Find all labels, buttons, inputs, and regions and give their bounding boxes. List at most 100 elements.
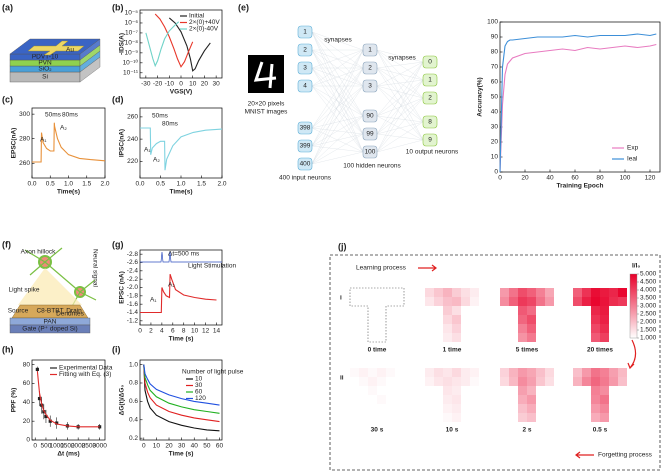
connection [376,61,424,69]
heat-cell [368,315,377,324]
heat-cell [470,297,479,306]
y-tick-label: 80 [23,361,31,368]
legend-label: 10 [195,376,203,383]
x-tick-label: 2000 [71,443,86,450]
diagram-label: Gate (P⁺ doped Si) [22,326,77,333]
connection [376,139,424,153]
diagram-label: Axon hillock [21,249,56,256]
template-outline [349,287,405,343]
heat-cell [591,297,600,306]
x-tick-label: 0.5 [156,181,165,188]
y-tick-label: -1.8 [127,293,139,300]
connection [311,133,364,165]
electrode [27,40,85,56]
heat-cell [452,324,461,333]
node-label: 1 [303,29,307,36]
connection [376,121,424,153]
heat-cell [600,413,609,422]
y-axis-label: EPSC(nA) [11,128,18,159]
heat-cell [377,404,386,413]
y-tick-label: 80 [491,49,499,56]
neuron-node [422,133,438,147]
heat-cell [461,297,470,306]
heat-cell [582,288,591,297]
series-line [140,127,223,171]
heat-cell [573,368,582,377]
heat-cell [452,333,461,342]
annotation: A₂ [168,282,175,289]
y-tick-label: 10⁻¹⁰ [123,59,139,67]
heat-cell [359,297,368,306]
y-axis-label: EPSC (nA) [119,271,126,304]
heat-cell [452,288,461,297]
colorbar-tick-label: 1.500 [640,327,657,334]
series-line [36,371,100,428]
heat-cell [518,288,527,297]
y-tick-label: 0 [494,169,498,176]
node-label: 8 [428,119,432,126]
y-tick-label: 30 [491,124,499,131]
heat-cell [609,297,618,306]
electrode-label: Au [66,47,74,54]
y-tick-label: 220 [127,158,138,165]
heat-cell [434,297,443,306]
x-tick-label: 6 [171,328,175,335]
neuron-node [297,79,313,93]
heat-cell [527,297,536,306]
y-tick-label: 10⁻⁹ [125,50,139,57]
node-label: 398 [300,125,311,132]
light-cone [18,268,82,305]
heat-cell [452,368,461,377]
colorbar-label: I/I₀ [632,263,640,270]
diagram-label: Dendrites [56,311,85,318]
heat-cell [425,377,434,386]
x-tick-label: 0 [498,175,502,182]
x-tick-label: 3000 [92,443,107,450]
heat-cell [368,377,377,386]
connection [376,85,424,123]
heat-cell [600,297,609,306]
heat-cell [600,324,609,333]
x-tick-label: 1500 [60,443,75,450]
node-label: 1 [368,47,372,54]
annotation: A₂ [60,125,67,132]
heat-cell [509,377,518,386]
neuron-node [297,25,313,39]
heat-cell [350,297,359,306]
series-line [143,364,220,414]
series-line [32,122,106,163]
panel-label: (h) [2,344,14,354]
y-axis-label: IPSC(nA) [119,129,126,157]
heat-cell [545,297,554,306]
node-label: 100 [365,149,376,156]
heat-cell [536,377,545,386]
diagram-label: Source [8,308,29,315]
layer-label: PVN [38,60,52,67]
node-label: 3 [368,83,372,90]
heat-cell [591,413,600,422]
heat-cell [600,368,609,377]
y-tick-label: -1.6 [127,301,139,308]
series-line [140,274,217,314]
x-tick-label: 1.0 [64,181,73,188]
heat-cell [443,377,452,386]
x-tick-label: 1.5 [82,181,91,188]
annotation: A₂ [153,157,160,164]
connection [311,115,364,165]
legend-label: 2×(0)-40V [189,26,219,33]
heat-cell [452,297,461,306]
annotation: Forgetting process [598,452,653,459]
heat-cell [395,297,404,306]
heat-cell [582,377,591,386]
panel-label: (j) [338,241,347,251]
x-tick-label: 10 [153,443,161,450]
heat-cell [609,377,618,386]
heat-cell [500,297,509,306]
x-tick-label: 20 [201,81,209,88]
connection [376,79,424,87]
heat-cell [395,288,404,297]
x-tick-label: 1000 [49,443,64,450]
panel-label: (g) [112,239,124,249]
y-tick-label: 60 [23,380,31,387]
connection [376,121,424,135]
